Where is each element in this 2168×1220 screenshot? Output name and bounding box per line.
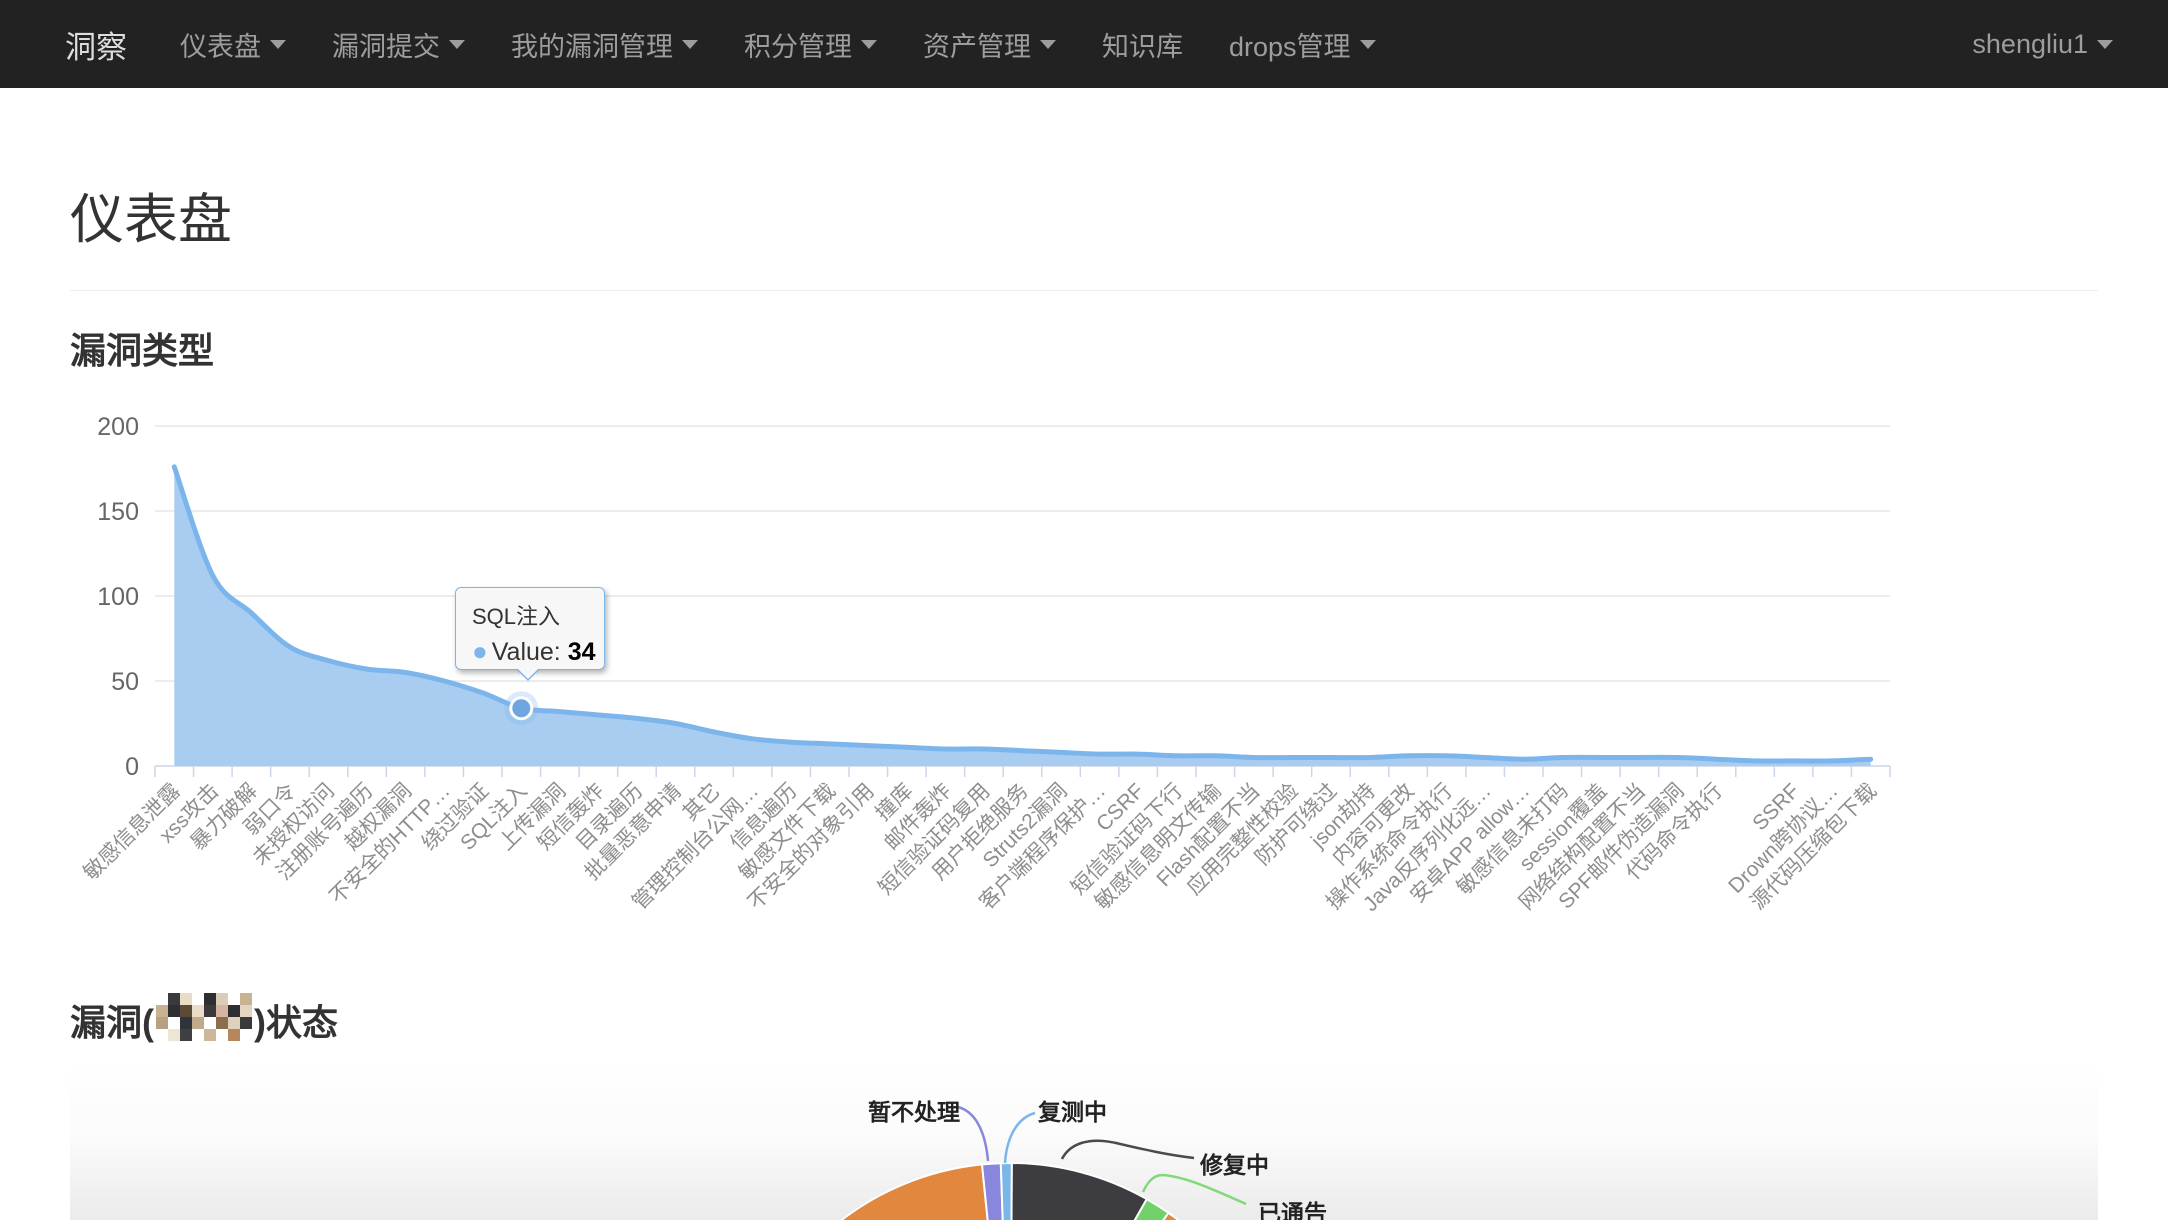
pie-slice-修复中[interactable] (1010, 1161, 1149, 1220)
nav-link-1[interactable]: 漏洞提交 (309, 25, 488, 64)
area-chart-canvas[interactable]: 050100150200敏感信息泄露xss攻击暴力破解弱口令未授权访问注册账号遍… (70, 379, 2098, 959)
navbar: 洞察 仪表盘 漏洞提交 我的漏洞管理 积分管理 资产管理 知识库 drops管理 sheng… (0, 0, 2168, 88)
pie-label-修复中: 修复中 (1199, 1152, 1269, 1178)
nav-link-6[interactable]: drops管理 (1206, 25, 1399, 64)
pie-label-已通告: 已通告 (1258, 1200, 1327, 1220)
chevron-down-icon (861, 39, 877, 49)
nav-link-0[interactable]: 仪表盘 (157, 25, 309, 64)
pie-connector-修复中 (1060, 1139, 1195, 1160)
vuln-type-chart[interactable]: 0 50 100 150 200 敏感信息泄露 xss攻击 暴力破解 弱口令 未授权访问 注册账号遍… (70, 379, 2098, 959)
pie-connector-复测中 (1003, 1111, 1036, 1164)
nav-item-3: 积分管理 (721, 25, 900, 64)
svg-text:0: 0 (125, 753, 139, 781)
pie-slice-segment-5[interactable] (1010, 1211, 1278, 1220)
nav-link-5[interactable]: 知识库 (1102, 31, 1183, 62)
chevron-down-icon (1359, 39, 1376, 49)
vuln-status-heading: 漏洞()状态 (70, 993, 2098, 1045)
tooltip-value: ● Value: 34 (472, 636, 604, 667)
chevron-down-icon (682, 39, 698, 49)
svg-text:200: 200 (97, 413, 139, 441)
pie-connector-已通告 (1141, 1173, 1247, 1206)
user-area: shengliu1 (1972, 29, 2113, 60)
nav-item-0: 仪表盘 (157, 25, 309, 64)
section-vuln-status: 漏洞()状态 暂不处理 复测中修复中已通告 (70, 993, 2098, 1220)
chevron-down-icon (2097, 39, 2113, 49)
vuln-type-heading: 漏洞类型 (70, 330, 215, 371)
tooltip-value-label: Value: (491, 638, 561, 666)
main-content: 仪表盘 漏洞类型 0 50 100 150 200 敏感信息泄露 xss攻击 暴力破解 弱口令未… (0, 188, 2168, 1220)
censored-number (156, 993, 252, 1041)
chevron-down-icon (1040, 39, 1056, 49)
nav-link-3[interactable]: 积分管理 (721, 25, 900, 64)
svg-text:150: 150 (97, 498, 139, 526)
nav-link-4[interactable]: 资产管理 (900, 25, 1079, 64)
series-dot-icon: ● (472, 636, 488, 666)
nav-item-2: 我的漏洞管理 (488, 25, 721, 64)
pie-label-暂不处理: 暂不处理 (868, 1099, 960, 1125)
nav-link-2[interactable]: 我的漏洞管理 (488, 25, 721, 64)
pie-slice-复测中[interactable] (999, 1161, 1013, 1220)
nav-item-5: 知识库 (1079, 25, 1206, 64)
nav-item-1: 漏洞提交 (309, 25, 488, 64)
tooltip-category: SQL注入 (472, 604, 561, 629)
pie-connector-暂不处理 (957, 1105, 990, 1162)
svg-text:50: 50 (111, 668, 139, 696)
nav-item-4: 资产管理 (900, 25, 1079, 64)
chevron-down-icon (449, 39, 465, 49)
chart-tooltip: SQL注入 ● Value: 34 (455, 587, 605, 681)
user-name: shengliu1 (1972, 28, 2088, 59)
page-title: 仪表盘 (70, 188, 2098, 291)
user-menu[interactable]: shengliu1 (1972, 29, 2113, 60)
chevron-down-icon (270, 39, 286, 49)
pie-label-复测中: 复测中 (1037, 1099, 1107, 1125)
section-vuln-type: 漏洞类型 0 50 100 150 200 敏感信息泄露 xss攻击 暴力破解 弱口令 未授权访问… (70, 329, 2098, 959)
svg-text:100: 100 (97, 583, 139, 611)
vuln-status-chart[interactable]: 暂不处理 复测中修复中已通告 (70, 1061, 2098, 1220)
tooltip-value-number: 34 (567, 638, 596, 666)
nav-item-6: drops管理 (1206, 25, 1399, 64)
nav-menu: 仪表盘 漏洞提交 我的漏洞管理 积分管理 资产管理 知识库 drops管理 (157, 25, 1399, 64)
brand-link[interactable]: 洞察 (65, 29, 127, 65)
pie-slice-segment-0[interactable] (742, 1163, 1010, 1220)
